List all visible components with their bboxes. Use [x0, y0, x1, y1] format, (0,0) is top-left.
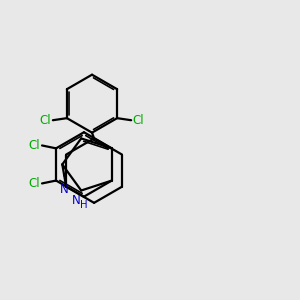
Text: Cl: Cl	[40, 114, 51, 127]
Text: Cl: Cl	[133, 114, 144, 127]
Text: N: N	[71, 194, 80, 207]
Text: N: N	[60, 183, 68, 196]
Text: Cl: Cl	[29, 177, 40, 190]
Text: H: H	[80, 200, 88, 209]
Text: Cl: Cl	[29, 139, 40, 152]
